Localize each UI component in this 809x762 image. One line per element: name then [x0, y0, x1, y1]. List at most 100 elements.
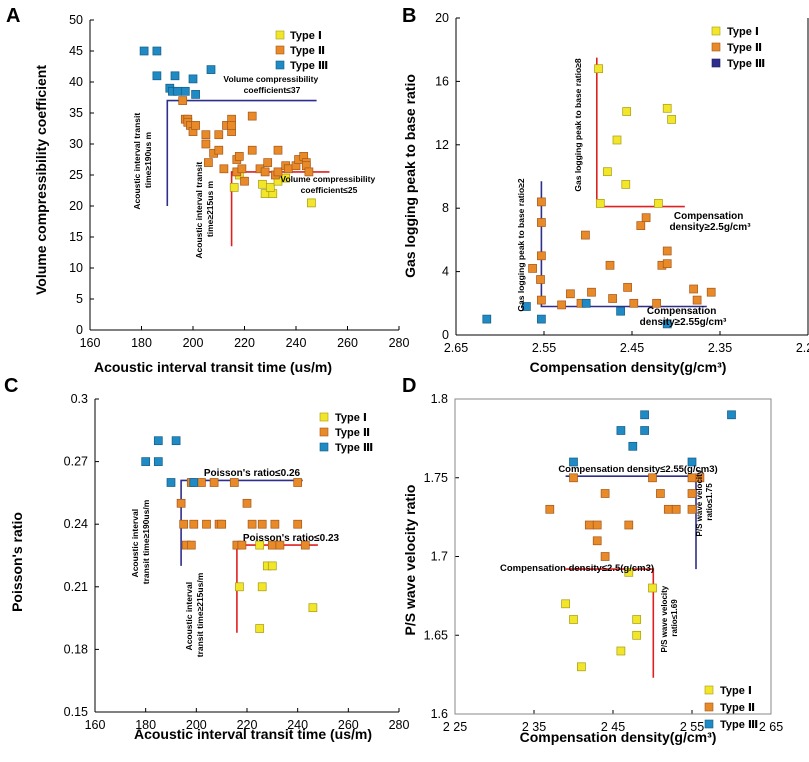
x-tick-label: 220 [234, 336, 255, 350]
x-tick-label: 160 [85, 718, 106, 732]
legend-swatch-type1 [319, 412, 329, 422]
annotation-pr-023: Poisson's ratio≤0.23 [243, 533, 340, 544]
chart-a: A 160 180 200 220 240 260 280 0 5 10 15 20 25 30 35 40… [6, 5, 409, 375]
annotation-line: ratio≤1.69 [670, 599, 679, 637]
point-type3 [628, 441, 638, 451]
chart-c: C 160 180 200 220 240 260 280 0.15 0.18 0.21 0.24… [4, 375, 409, 742]
point-type1 [667, 115, 676, 124]
point-type1 [612, 135, 622, 145]
point-type2 [189, 519, 199, 529]
point-type2 [234, 152, 244, 161]
point-type2 [237, 540, 247, 550]
y-tick-label: 1.75 [424, 471, 448, 485]
annotation-volume-37: Volume compressibility coefficient≤37 [223, 74, 320, 95]
x-tick-label: 180 [135, 718, 156, 732]
point-type2 [283, 164, 293, 174]
point-type1 [662, 103, 672, 113]
point-type1 [308, 603, 318, 613]
point-type2 [671, 504, 681, 514]
point-type2 [293, 478, 303, 487]
legend-swatch-type3 [704, 719, 714, 729]
point-type2 [247, 145, 257, 155]
annotations: Gas logging peak to base ratio≥8 Gas log… [516, 58, 751, 328]
point-type2 [600, 552, 610, 561]
point-type2 [592, 520, 602, 530]
x-tick-label: 200 [183, 336, 204, 350]
x-tick-label: 260 [338, 718, 359, 732]
point-type2 [636, 221, 646, 230]
red-threshold-line [565, 568, 655, 678]
annotation-volume-25: Volume compressibility coefficient≤25 [280, 174, 377, 195]
legend-swatch-type1 [711, 26, 721, 36]
point-type3 [153, 457, 163, 466]
point-type1 [632, 630, 642, 640]
annotation-dens-25: Compensation density≥2.5g/cm³ [669, 211, 751, 233]
point-type2 [545, 504, 555, 514]
y-axis-label: Volume compressibility coefficient [33, 65, 49, 295]
annotation-cd-255: Compensation density≤2.55(g/cm3) [558, 464, 717, 475]
point-type2 [229, 478, 239, 487]
x-tick-label: 2 55 [680, 720, 704, 734]
annotation-line: transit time≥190us/m [141, 499, 151, 584]
y-tick-label: 35 [69, 106, 83, 120]
blue-threshold-line [166, 99, 317, 206]
point-type2 [214, 130, 224, 140]
point-type2 [240, 176, 249, 186]
point-type2 [600, 489, 610, 498]
y-ticks: 1.6 1.65 1.7 1.75 1.8 [424, 392, 459, 721]
point-type1 [595, 199, 605, 208]
point-type3 [189, 478, 199, 487]
y-tick-label: 1.6 [431, 707, 448, 721]
y-tick-label: 25 [69, 168, 83, 182]
point-type3 [569, 457, 578, 467]
point-type3 [180, 86, 190, 96]
x-tick-label: 2.45 [620, 341, 644, 355]
point-type2 [528, 264, 537, 273]
point-type2 [242, 498, 252, 508]
point-type2 [663, 504, 673, 514]
annotation-line: transit time≥215us/m [195, 572, 205, 657]
x-ticks: 2 25 2 35 2 45 2 55 2 65 [443, 710, 783, 734]
point-type2 [201, 130, 211, 140]
red-threshold-line [236, 544, 318, 633]
point-type1 [258, 179, 267, 189]
annotation-gas-8: Gas logging peak to base ratio≥8 [573, 58, 583, 191]
x-tick-label: 2 35 [522, 720, 546, 734]
annotation-line: density≥2.55g/cm³ [640, 317, 727, 328]
annotations: Compensation density≤2.55(g/cm3) Compens… [500, 464, 718, 652]
legend-label-type2: Type Ⅱ [720, 702, 755, 714]
legend-label-type1: Type Ⅰ [727, 26, 759, 38]
point-type2 [270, 519, 280, 529]
point-type2 [581, 230, 590, 240]
legend-swatch-type1 [275, 30, 285, 40]
point-type2 [179, 519, 189, 529]
point-type2 [304, 167, 314, 177]
annotation-pr-026: Poisson's ratio≤0.26 [204, 468, 301, 479]
point-type2 [557, 300, 566, 310]
y-tick-label: 30 [69, 137, 83, 151]
point-type2 [566, 289, 575, 299]
point-type2 [219, 164, 229, 174]
annotation-cd-25: Compensation density≤2.5(g/cm3) [500, 563, 654, 574]
point-type3 [166, 478, 176, 487]
point-type1 [648, 583, 657, 593]
point-type2 [569, 473, 578, 483]
point-type1 [654, 199, 663, 208]
y-ticks: 0 5 10 15 20 25 30 35 40 45 50 [69, 13, 94, 337]
annotation-line: Acoustic interval [130, 509, 140, 578]
y-tick-label: 5 [76, 292, 83, 306]
point-type2 [217, 519, 227, 529]
y-tick-label: 15 [69, 230, 83, 244]
point-type2 [300, 540, 310, 550]
point-type1 [569, 615, 578, 624]
legend-label-type1: Type Ⅰ [290, 30, 322, 42]
point-type2 [584, 520, 594, 530]
point-type3 [687, 457, 697, 467]
point-type2 [197, 478, 206, 487]
annotation-dens-255: Compensation density≥2.55g/cm³ [640, 306, 727, 328]
point-type2 [629, 298, 639, 308]
y-tick-label: 0.15 [64, 705, 88, 719]
point-type2 [641, 213, 651, 223]
point-type1 [255, 624, 265, 633]
annotation-line: coefficient≤37 [244, 85, 301, 95]
